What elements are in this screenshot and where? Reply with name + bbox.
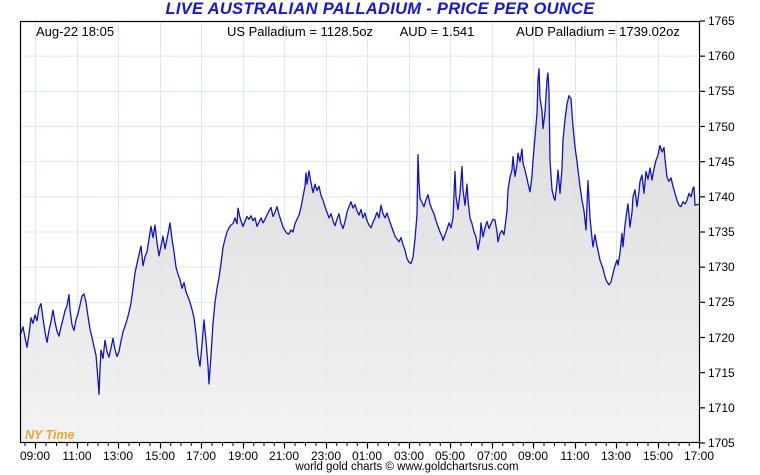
aud-palladium-quote: AUD Palladium = 1739.02oz: [516, 24, 680, 39]
x-tick-label: 15:00: [144, 449, 176, 463]
x-tick-label: 23:00: [310, 449, 342, 463]
x-tick-label: 17:00: [185, 449, 217, 463]
x-tick-label: 13:00: [600, 449, 632, 463]
x-tick-label: 11:00: [62, 449, 92, 463]
x-tick-label: 15:00: [642, 449, 674, 463]
x-tick-label: 21:00: [268, 449, 300, 463]
x-tick-label: 09:00: [517, 449, 549, 463]
y-tick-label: 1735: [708, 225, 735, 239]
y-tick-label: 1755: [708, 84, 735, 99]
y-tick-label: 1715: [708, 365, 735, 380]
x-tick-label: 11:00: [560, 449, 590, 463]
aud-rate-quote: AUD = 1.541: [399, 24, 475, 39]
x-tick-label: 09:00: [19, 449, 51, 463]
y-tick-label: 1705: [708, 436, 735, 450]
y-tick-label: 1710: [708, 400, 735, 415]
x-tick-label: 05:00: [434, 449, 466, 463]
y-tick-label: 1730: [708, 260, 735, 275]
y-tick-label: 1720: [708, 330, 735, 345]
y-tick-label: 1745: [708, 154, 735, 169]
x-tick-label: 19:00: [227, 449, 259, 463]
ny-time-label: NY Time: [25, 428, 75, 442]
footer-credit: world gold charts © www.goldchartsrus.co…: [295, 461, 519, 473]
page-title: LIVE AUSTRALIAN PALLADIUM - PRICE PER OU…: [165, 0, 595, 18]
x-tick-label: 07:00: [476, 449, 508, 463]
us-palladium-quote: US Palladium = 1128.5oz: [226, 24, 374, 39]
y-tick-label: 1760: [708, 49, 735, 64]
x-tick-label: 01:00: [351, 449, 383, 463]
y-tick-label: 1765: [708, 14, 735, 28]
y-tick-label: 1725: [708, 295, 735, 310]
x-tick-label: 03:00: [393, 449, 425, 463]
y-tick-label: 1750: [708, 119, 735, 134]
y-tick-label: 1740: [708, 189, 735, 204]
x-tick-label: 13:00: [102, 449, 134, 463]
chart-timestamp: Aug-22 18:05: [36, 24, 115, 39]
x-tick-label: 17:00: [683, 449, 715, 463]
